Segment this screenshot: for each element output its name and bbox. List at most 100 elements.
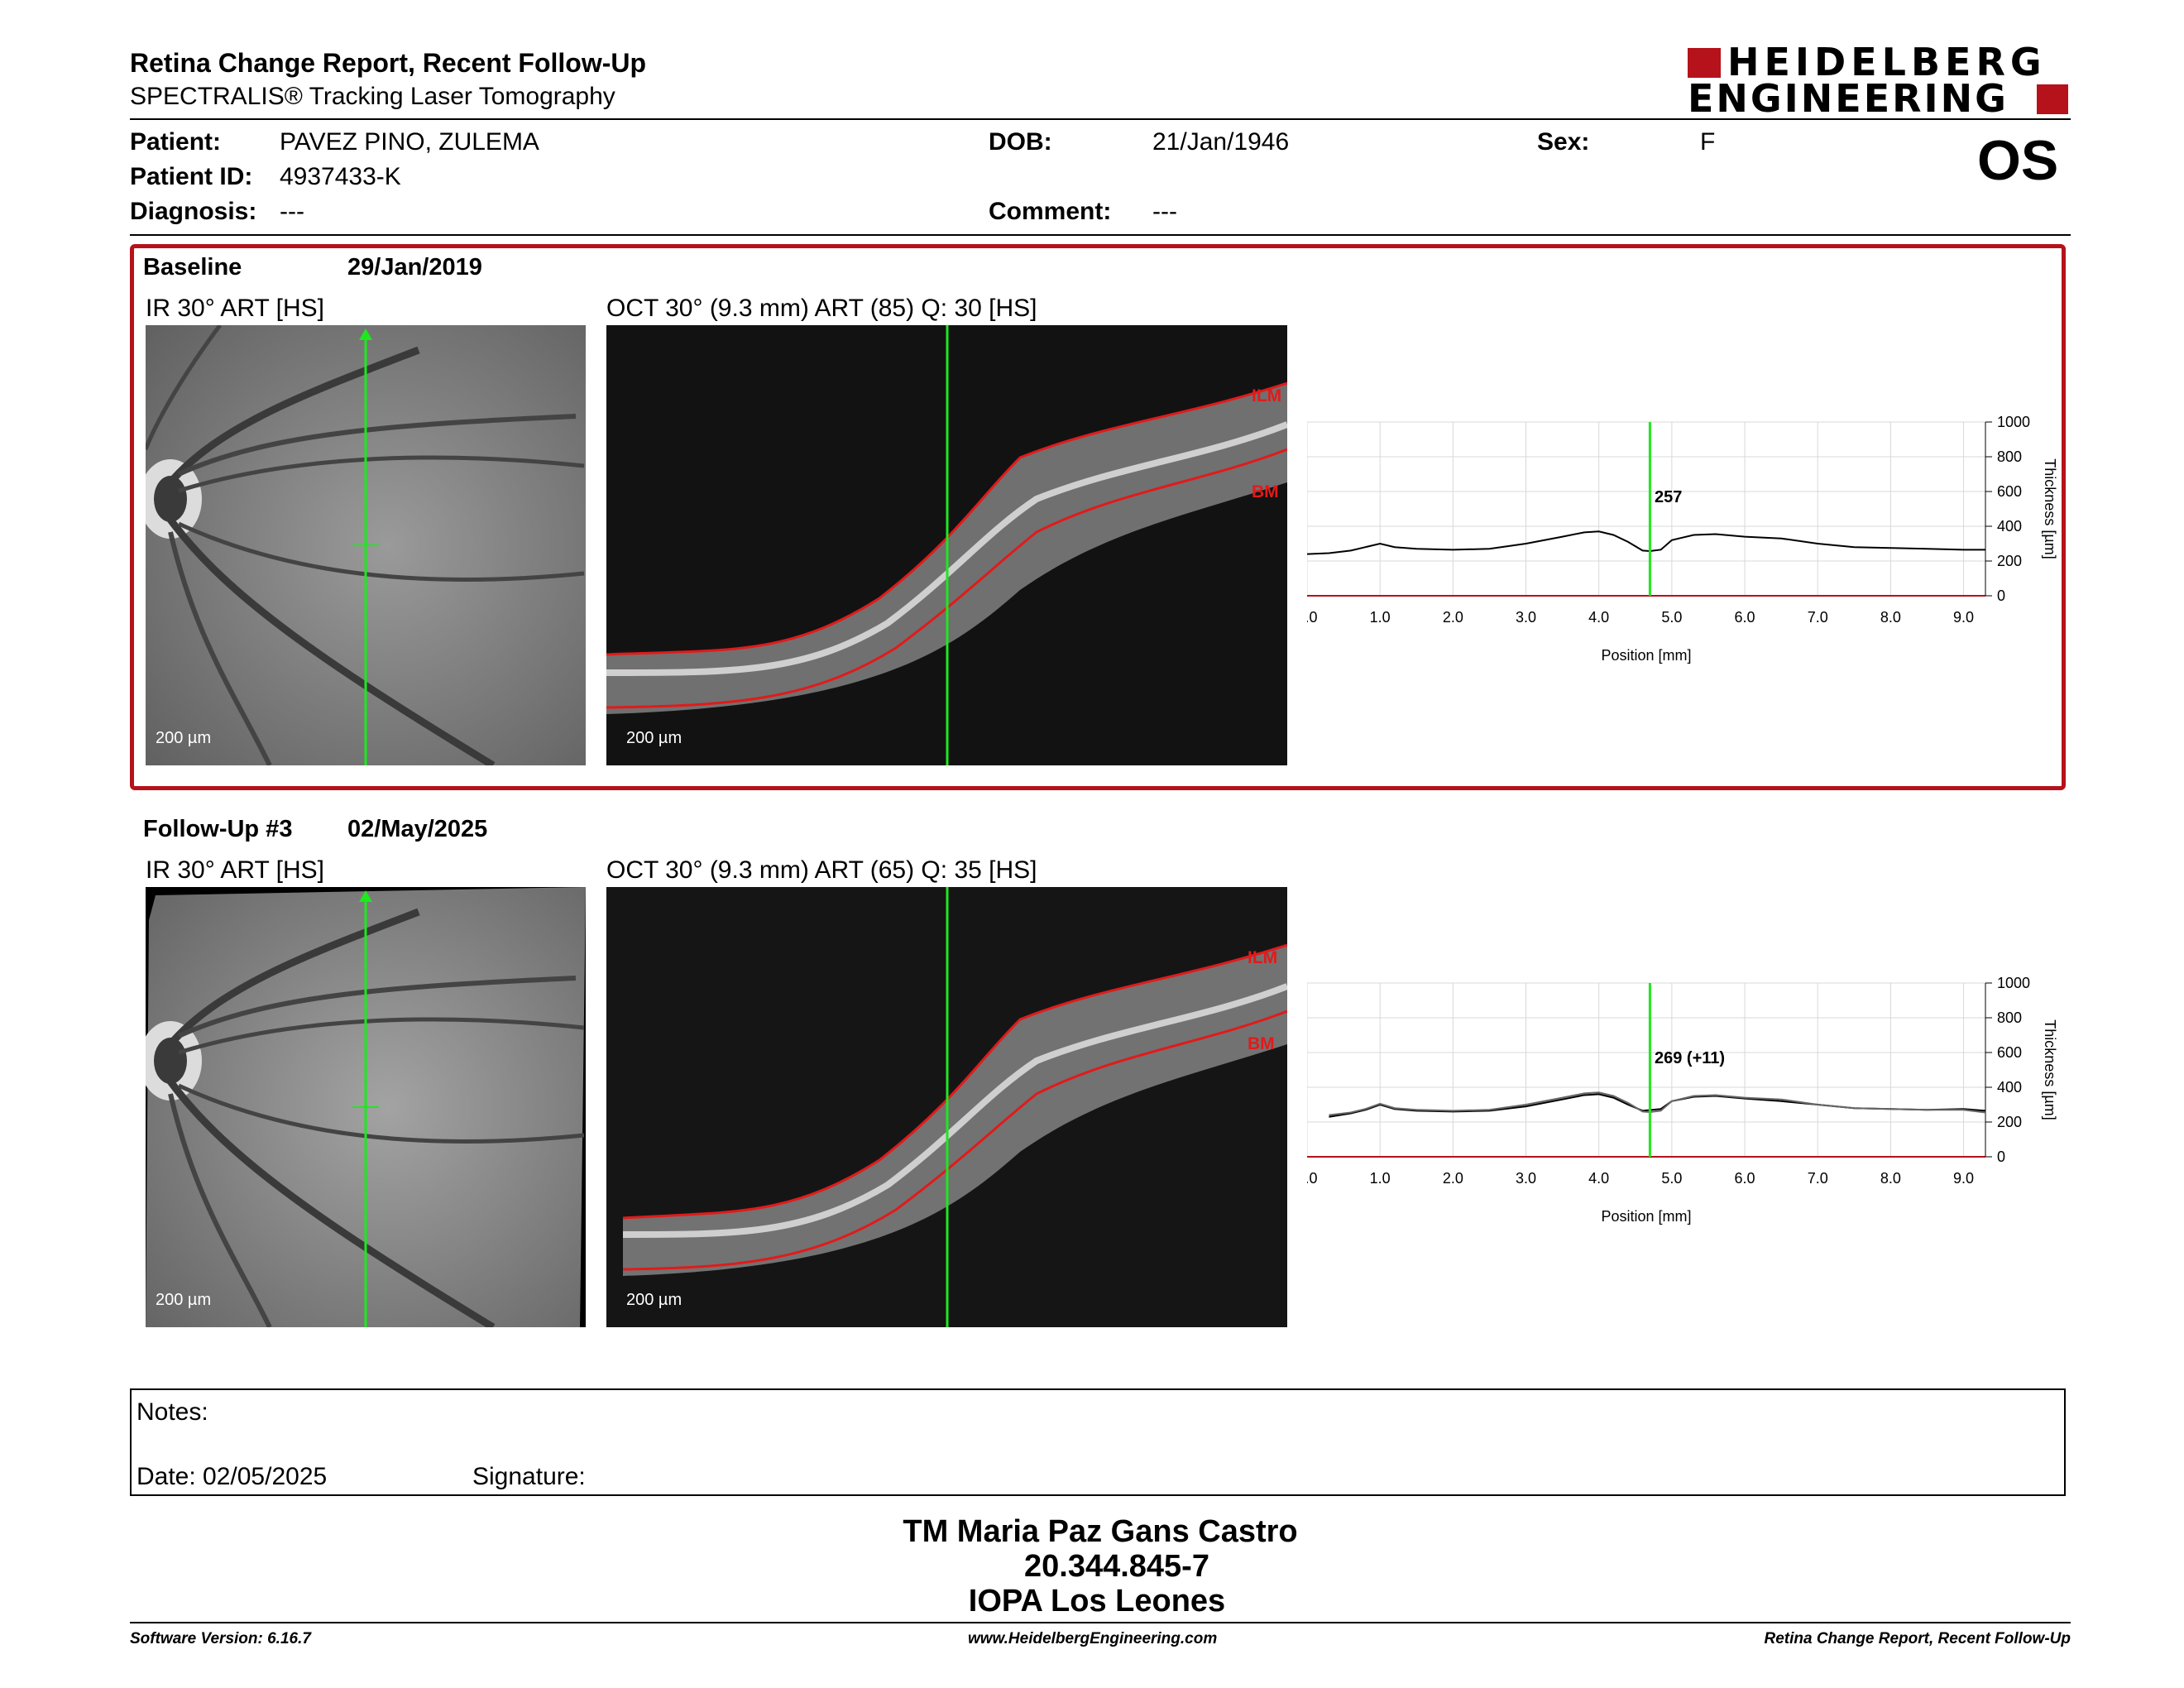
x-axis-label: Position [mm] [1601, 647, 1691, 664]
y-tick-label: 400 [1997, 1079, 2022, 1096]
y-tick-label: 200 [1997, 553, 2022, 569]
followup-marker-value: 269 (+11) [1655, 1049, 1726, 1067]
followup-ir-scale: 200 µm [156, 1291, 212, 1309]
signer-org: IOPA Los Leones [968, 1584, 1226, 1618]
footer-rule [130, 1622, 2071, 1623]
sex-value: F [1700, 128, 1716, 156]
thickness-series-line [1306, 530, 1985, 555]
baseline-oct-scale: 200 µm [626, 729, 682, 747]
x-tick-label: 8.0 [1880, 609, 1901, 626]
patient-rule [130, 234, 2071, 236]
x-tick-label: 5.0 [1661, 1170, 1682, 1187]
brand-logo: HEIDELBERG ENGINEERING [1688, 43, 2068, 117]
followup-ir-image[interactable]: 200 µm [146, 887, 586, 1327]
followup-thickness-chart: 0 200 400 600 800 1000 0.0 1.0 2.0 3.0 4.0 5.0 6.0 7.… [1296, 975, 2085, 1240]
baseline-ilm-label: ILM [1252, 386, 1282, 405]
y-axis-label: Thickness [µm] [2042, 458, 2058, 559]
x-tick-label: 3.0 [1516, 609, 1536, 626]
logo-line1: HEIDELBERG [1727, 40, 2047, 84]
logo-square-top [1688, 48, 1721, 78]
dob-label: DOB: [989, 128, 1052, 156]
chart-svg-followup: 0 200 400 600 800 1000 0.0 1.0 2.0 3.0 4.0 5.0 6.0 7.… [1296, 975, 2058, 1225]
patient-id-label: Patient ID: [130, 163, 253, 190]
logo-square-bottom [2037, 84, 2068, 114]
software-version: Software Version: 6.16.7 [130, 1630, 311, 1647]
logo-line2: ENGINEERING [1688, 76, 2009, 121]
chart-svg-baseline: 0 200 400 600 800 1000 0.0 1.0 2.0 3.0 4.0 5.0 6.0 7.… [1296, 414, 2058, 664]
eye-indicator: OS [1977, 129, 2059, 192]
x-tick-label: 7.0 [1808, 609, 1828, 626]
oct-bscan-baseline [606, 325, 1287, 765]
x-tick-label: 0.0 [1307, 1170, 1318, 1187]
baseline-label: Baseline [143, 254, 242, 281]
baseline-marker-value: 257 [1655, 488, 1683, 506]
x-tick-label: 9.0 [1953, 609, 1974, 626]
followup-ir-caption: IR 30° ART [HS] [146, 856, 324, 884]
x-tick-label: 0.0 [1307, 609, 1318, 626]
x-tick-label: 4.0 [1588, 609, 1609, 626]
diagnosis-label: Diagnosis: [130, 198, 257, 225]
baseline-ir-caption: IR 30° ART [HS] [146, 295, 324, 322]
y-tick-label: 600 [1997, 1044, 2022, 1061]
baseline-ir-scale: 200 µm [156, 729, 212, 747]
dob-value: 21/Jan/1946 [1152, 128, 1290, 156]
followup-oct-scale: 200 µm [626, 1291, 682, 1309]
x-tick-label: 2.0 [1443, 609, 1463, 626]
plot-area [1306, 421, 1986, 597]
x-tick-label: 9.0 [1953, 1170, 1974, 1187]
patient-id: 4937433-K [280, 163, 401, 190]
y-tick-label: 800 [1997, 1009, 2022, 1026]
y-tick-label: 400 [1997, 518, 2022, 535]
x-tick-label: 5.0 [1661, 609, 1682, 626]
baseline-ir-image[interactable]: 200 µm [146, 325, 586, 765]
y-tick-label: 200 [1997, 1114, 2022, 1130]
x-tick-label: 1.0 [1370, 609, 1391, 626]
baseline-highlight-box [130, 244, 2066, 790]
notes-box[interactable]: Notes: Date: 02/05/2025 Signature: [130, 1388, 2066, 1496]
baseline-bm-label: BM [1252, 482, 1279, 501]
y-axis-label: Thickness [µm] [2042, 1019, 2058, 1120]
y-tick-label: 800 [1997, 448, 2022, 465]
x-tick-label: 1.0 [1370, 1170, 1391, 1187]
signature-label[interactable]: Signature: [472, 1463, 586, 1490]
x-tick-label: 2.0 [1443, 1170, 1463, 1187]
notes-label: Notes: [136, 1398, 208, 1426]
followup-bm-label: BM [1248, 1034, 1275, 1053]
x-tick-label: 3.0 [1516, 1170, 1536, 1187]
y-tick-label: 1000 [1997, 414, 2030, 430]
diagnosis-value: --- [280, 198, 304, 225]
plot-area [1306, 982, 1986, 1158]
baseline-oct-caption: OCT 30° (9.3 mm) ART (85) Q: 30 [HS] [606, 295, 1037, 322]
sex-label: Sex: [1537, 128, 1590, 156]
report-subtitle: SPECTRALIS® Tracking Laser Tomography [130, 83, 615, 110]
notes-date: Date: 02/05/2025 [136, 1463, 328, 1490]
comment-value: --- [1152, 198, 1177, 225]
oct-bscan-followup [606, 887, 1287, 1327]
fundus-image-baseline [146, 325, 586, 765]
footer-report-name: Retina Change Report, Recent Follow-Up [1764, 1630, 2071, 1647]
x-tick-label: 6.0 [1735, 1170, 1755, 1187]
thickness-series-line [1329, 1091, 1986, 1116]
patient-label: Patient: [130, 128, 222, 156]
patient-name: PAVEZ PINO, ZULEMA [280, 128, 539, 156]
fundus-image-followup [146, 887, 586, 1327]
followup-oct-image[interactable]: ILM BM 200 µm [606, 887, 1287, 1327]
signer-name: TM Maria Paz Gans Castro [903, 1514, 1298, 1549]
followup-ilm-label: ILM [1248, 948, 1278, 967]
x-tick-label: 6.0 [1735, 609, 1755, 626]
y-tick-label: 0 [1997, 1149, 2005, 1165]
signer-id: 20.344.845-7 [1024, 1549, 1209, 1584]
x-axis-label: Position [mm] [1601, 1208, 1691, 1225]
x-tick-label: 8.0 [1880, 1170, 1901, 1187]
website-link[interactable]: www.HeidelbergEngineering.com [968, 1630, 1218, 1647]
comment-label: Comment: [989, 198, 1112, 225]
header-rule [130, 118, 2071, 120]
x-tick-label: 7.0 [1808, 1170, 1828, 1187]
baseline-date: 29/Jan/2019 [347, 254, 482, 281]
baseline-thickness-chart: 0 200 400 600 800 1000 0.0 1.0 2.0 3.0 4.0 5.0 6.0 7.… [1296, 414, 2085, 679]
followup-date: 02/May/2025 [347, 816, 488, 842]
y-tick-label: 0 [1997, 587, 2005, 604]
x-tick-label: 4.0 [1588, 1170, 1609, 1187]
baseline-oct-image[interactable]: ILM BM 200 µm [606, 325, 1287, 765]
report-title: Retina Change Report, Recent Follow-Up [130, 48, 647, 78]
